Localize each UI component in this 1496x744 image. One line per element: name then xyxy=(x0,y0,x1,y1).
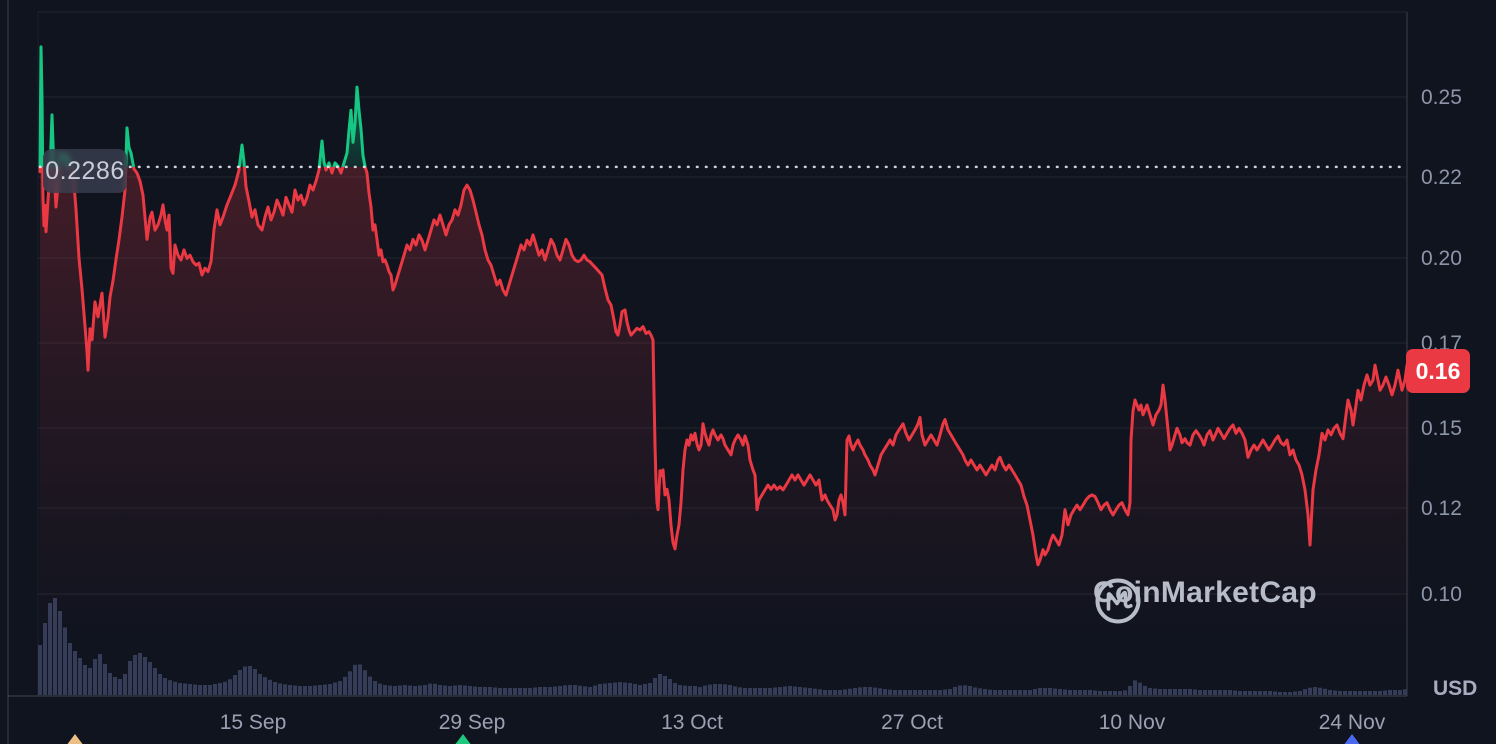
price-series-below-open xyxy=(38,166,1411,696)
event-markers xyxy=(66,734,1361,744)
x-tick-label: 15 Sep xyxy=(220,711,287,734)
watermark-text: CoinMarketCap xyxy=(1093,576,1317,609)
x-tick-label: 24 Nov xyxy=(1319,711,1386,734)
open-price-tooltip: 0.2286 xyxy=(43,149,127,193)
y-tick-label: 0.12 xyxy=(1421,497,1462,520)
y-tick-label: 0.25 xyxy=(1421,86,1462,109)
x-tick-label: 27 Oct xyxy=(881,711,943,734)
y-tick-label: 0.22 xyxy=(1421,166,1462,189)
y-tick-label: 0.20 xyxy=(1421,247,1462,270)
x-tick-label: 29 Sep xyxy=(439,711,506,734)
open-price-value: 0.2286 xyxy=(45,156,125,185)
x-tick-label: 10 Nov xyxy=(1099,711,1166,734)
x-tick-label: 13 Oct xyxy=(661,711,723,734)
last-price-value: 0.16 xyxy=(1415,357,1461,384)
currency-unit-label: USD xyxy=(1433,677,1477,700)
y-tick-label: 0.15 xyxy=(1421,417,1462,440)
marker-green[interactable] xyxy=(454,734,472,744)
coinmarketcap-logo-icon xyxy=(1095,578,1141,624)
marker-orange[interactable] xyxy=(66,734,84,744)
watermark: CoinMarketCap xyxy=(1093,576,1317,624)
last-price-badge: 0.16 xyxy=(1406,349,1470,393)
x-axis-labels: 15 Sep 29 Sep 13 Oct 27 Oct 10 Nov 24 Nov xyxy=(220,711,1386,734)
marker-blue[interactable] xyxy=(1343,734,1361,744)
y-tick-label: 0.10 xyxy=(1421,583,1462,606)
